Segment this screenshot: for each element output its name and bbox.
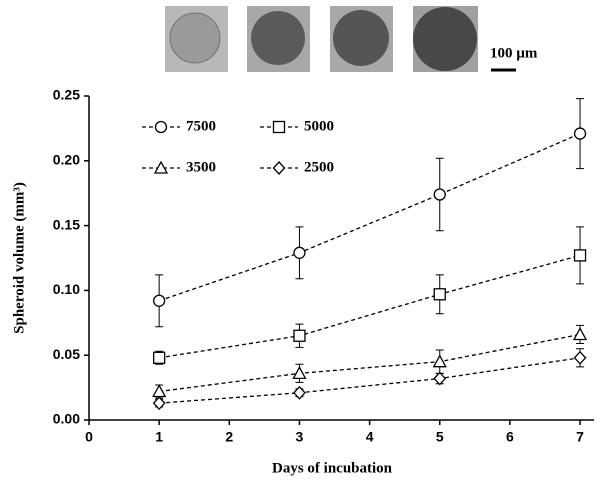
series-line: [158, 132, 581, 302]
legend-label: 2500: [304, 159, 334, 175]
marker: [152, 294, 166, 307]
marker: [293, 246, 306, 259]
x-tick-label: 1: [155, 429, 163, 445]
marker: [433, 188, 446, 201]
legend-label: 3500: [186, 159, 216, 175]
y-tick-label: 0.15: [53, 216, 80, 232]
legend-label: 5000: [304, 118, 334, 134]
y-tick-label: 0.25: [53, 87, 80, 103]
series-line: [159, 333, 581, 393]
marker: [433, 371, 447, 386]
x-axis-label: Days of incubation: [272, 460, 393, 476]
x-tick-label: 0: [85, 429, 93, 445]
series-line: [159, 254, 581, 359]
marker: [292, 365, 307, 379]
y-tick-label: 0.20: [53, 152, 80, 168]
marker: [572, 327, 588, 341]
x-tick-label: 7: [576, 429, 584, 445]
x-tick-label: 5: [436, 429, 444, 445]
legend-marker: [153, 160, 169, 174]
marker: [433, 288, 446, 301]
series-line: [159, 357, 581, 404]
marker: [152, 351, 166, 364]
x-tick-label: 4: [366, 429, 374, 445]
legend-marker: [154, 120, 168, 134]
spheroid: [169, 12, 221, 64]
marker: [573, 350, 587, 365]
scale-label: 100 µm: [490, 45, 538, 61]
marker: [432, 354, 447, 368]
spheroid: [251, 11, 305, 65]
y-tick-label: 0.10: [53, 281, 80, 297]
x-tick-label: 3: [296, 429, 304, 445]
marker: [573, 127, 587, 140]
y-axis-label: Spheroid volume (mm³): [11, 182, 27, 334]
y-tick-label: 0.00: [53, 411, 80, 427]
micrographs: [165, 6, 478, 72]
spheroid: [333, 10, 389, 66]
x-tick-label: 2: [225, 429, 233, 445]
marker: [152, 396, 166, 411]
legend-marker: [272, 120, 286, 134]
spheroid: [413, 7, 477, 71]
marker: [293, 329, 306, 342]
marker: [293, 385, 306, 400]
x-tick-label: 6: [506, 429, 514, 445]
legend-marker: [272, 161, 286, 175]
marker: [152, 384, 167, 398]
y-tick-label: 0.05: [53, 346, 80, 362]
marker: [573, 249, 587, 262]
legend-label: 7500: [186, 118, 216, 134]
